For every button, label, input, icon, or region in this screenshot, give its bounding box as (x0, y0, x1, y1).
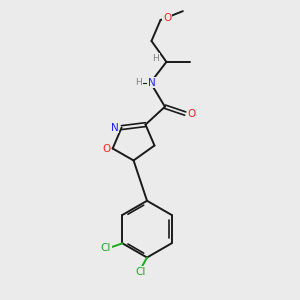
Text: N: N (148, 78, 155, 88)
Text: O: O (102, 143, 110, 154)
Text: H: H (153, 54, 159, 63)
Text: H: H (136, 78, 142, 87)
Text: Cl: Cl (101, 243, 111, 253)
Text: O: O (163, 13, 171, 23)
Text: O: O (187, 109, 195, 118)
Text: N: N (111, 123, 119, 133)
Text: Cl: Cl (136, 267, 146, 277)
